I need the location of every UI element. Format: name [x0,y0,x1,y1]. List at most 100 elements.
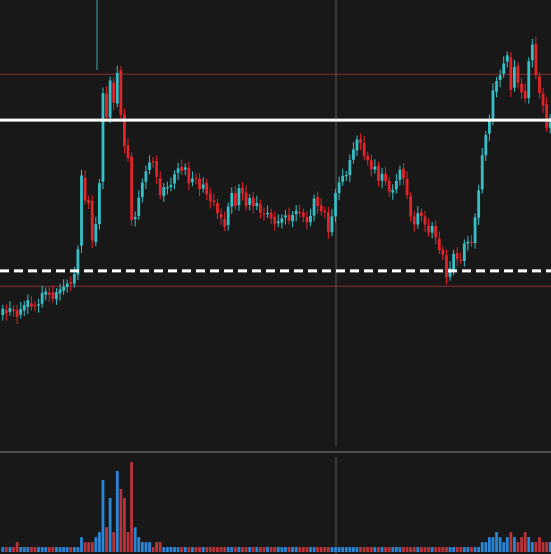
volume-bar [108,498,112,552]
candle-body [87,199,91,204]
candle-body [198,178,201,189]
volume-bar [434,547,438,552]
candle-body [334,193,337,217]
candle-body [223,219,227,227]
volume-bar [123,498,126,552]
volume-bar [523,532,527,552]
candle-body [294,210,298,215]
candle-body [291,215,294,222]
candle-body [248,198,252,205]
candle-body [151,161,155,163]
volume-bar [527,537,531,552]
volume-bar [470,547,473,552]
candle-body [119,70,123,115]
candle-body [316,197,320,207]
volume-bar [305,547,309,552]
candle-body [69,282,73,284]
candle-body [180,166,184,171]
candle-body [112,82,116,103]
candle-body [473,217,477,243]
volume-bar [498,537,502,552]
volume-bar [326,547,330,552]
candle-body [380,173,384,181]
candle-body [387,180,391,192]
volume-bar [140,542,144,552]
volume-bar [405,547,409,552]
volume-bars [1,462,551,552]
volume-bar [126,532,130,552]
candle-body [244,192,248,207]
volume-bar [366,547,370,552]
candle-body [527,61,531,99]
candle-body [133,216,137,220]
candle-body [58,289,62,294]
candle-body [326,212,330,232]
candle-body [262,213,266,215]
candle-body [344,175,348,177]
volume-bar [30,547,33,552]
candle-body [30,303,33,307]
volume-bar [219,547,223,552]
volume-bar [495,532,498,552]
volume-bar [158,542,162,552]
candle-body [273,216,277,224]
candle-body [255,202,259,207]
candle-body [545,104,549,128]
volume-bar [237,547,241,552]
volume-bar [477,547,481,552]
candle-body [477,190,481,218]
volume-bar [462,547,466,552]
volume-bar [437,547,441,552]
volume-bar [223,547,227,552]
volume-bar [359,547,362,552]
candle-body [266,212,269,215]
volume-bar [391,547,395,552]
candle-body [470,242,473,244]
volume-bar [284,547,287,552]
volume-bar [513,537,516,552]
candle-body [51,292,55,299]
volume-bar [244,547,248,552]
volume-bar [187,547,191,552]
candle-body [165,187,169,189]
candle-body [191,178,194,183]
volume-bar [37,547,40,552]
volume-bar [155,542,159,552]
candle-body [8,308,12,312]
candle-body [452,253,456,270]
volume-bar [473,547,477,552]
volume-bar [534,542,538,552]
candle-body [123,114,126,147]
volume-bar [105,527,108,552]
volume-bar [452,547,456,552]
volume-bar [355,547,359,552]
candle-body [348,160,352,176]
candle-body [101,93,105,182]
candle-body [130,156,133,221]
candle-body [216,202,219,214]
price-candles [1,36,551,324]
volume-bar [94,537,98,552]
volume-bar [312,547,316,552]
volume-bar [137,537,141,552]
candle-body [44,291,48,295]
candle-body [284,215,287,218]
volume-bar [348,547,352,552]
candle-body [26,300,30,307]
volume-bar [212,547,216,552]
candle-body [548,117,551,128]
volume-bar [427,547,430,552]
candle-body [384,173,388,182]
volume-bar [55,547,58,552]
volume-bar [505,537,509,552]
candle-body [144,171,148,182]
volume-bar [409,547,413,552]
candle-body [108,80,112,118]
candle-body [47,292,51,295]
volume-bar [262,547,266,552]
volume-bar [484,542,488,552]
candle-body [176,168,180,173]
